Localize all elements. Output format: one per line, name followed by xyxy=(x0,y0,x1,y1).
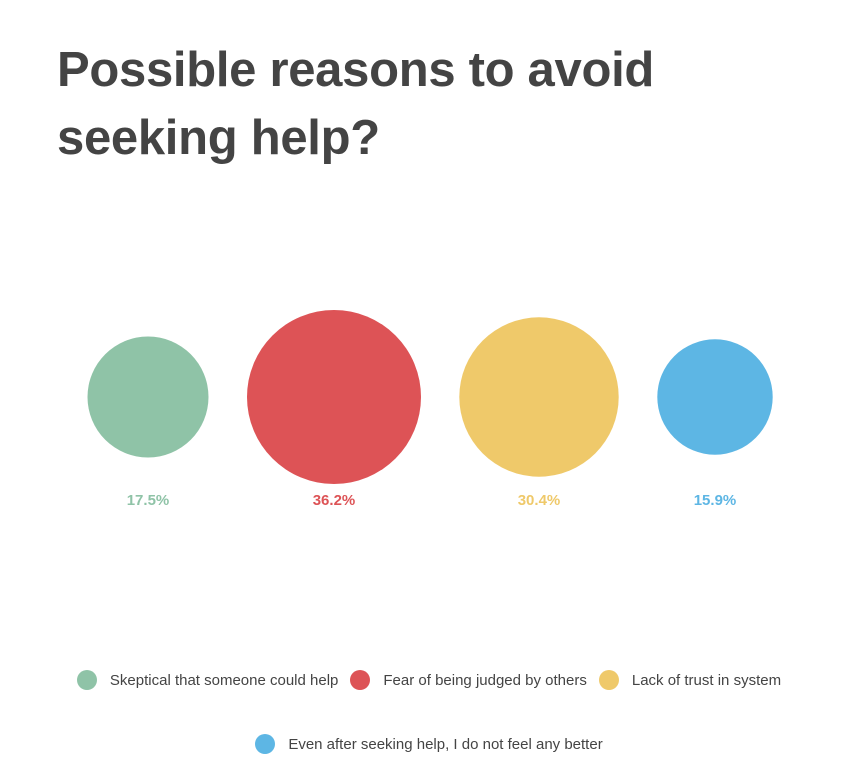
legend-swatch-skeptical xyxy=(76,670,97,690)
legend-item-skeptical[interactable]: Skeptical that someone could help xyxy=(76,670,339,690)
legend-swatch-fear-judged xyxy=(350,670,371,690)
legend-label-skeptical: Skeptical that someone could help xyxy=(109,671,339,689)
legend-swatch-no-better xyxy=(255,734,276,754)
legend-label-lack-trust: Lack of trust in system xyxy=(631,671,782,689)
bubble-lack-trust[interactable] xyxy=(459,317,619,477)
bubble-no-better[interactable] xyxy=(657,339,773,455)
bubble-chart: 17.5% 36.2% 30.4% 15.9% xyxy=(87,310,773,509)
legend-label-no-better: Even after seeking help, I do not feel a… xyxy=(288,735,603,753)
value-label-lack-trust: 30.4% xyxy=(518,492,561,509)
legend-item-lack-trust[interactable]: Lack of trust in system xyxy=(598,670,782,690)
value-label-no-better: 15.9% xyxy=(694,492,737,509)
legend-item-fear-judged[interactable]: Fear of being judged by others xyxy=(350,670,587,690)
value-label-fear-judged: 36.2% xyxy=(313,492,356,509)
legend-swatch-lack-trust xyxy=(598,670,619,690)
legend: Skeptical that someone could help Fear o… xyxy=(0,670,858,754)
value-label-skeptical: 17.5% xyxy=(127,492,170,509)
legend-label-fear-judged: Fear of being judged by others xyxy=(383,671,587,689)
legend-item-no-better[interactable]: Even after seeking help, I do not feel a… xyxy=(255,734,603,754)
bubble-fear-judged[interactable] xyxy=(247,310,421,484)
bubble-skeptical[interactable] xyxy=(87,336,209,458)
chart-title: Possible reasons to avoid seeking help? xyxy=(57,43,655,165)
